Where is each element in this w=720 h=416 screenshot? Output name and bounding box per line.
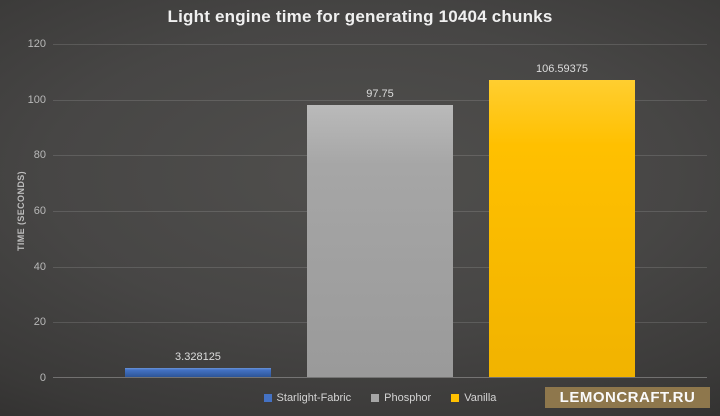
- bar-phosphor: [307, 104, 453, 377]
- y-tick-label-40: 40: [33, 260, 46, 273]
- plot-area: 3.328125 97.75 106.59375: [53, 44, 707, 378]
- legend-label: Starlight-Fabric: [276, 392, 352, 404]
- bar-value-label-starlight-fabric: 3.328125: [175, 350, 221, 363]
- gridline-100: [53, 99, 707, 101]
- y-tick-label-80: 80: [33, 149, 46, 162]
- bar-value-label-vanilla: 106.59375: [536, 63, 588, 76]
- y-tick-label-100: 100: [27, 93, 46, 106]
- legend-item-starlight-fabric: Starlight-Fabric: [263, 392, 352, 404]
- legend-swatch-icon: [451, 394, 460, 402]
- y-tick-label-60: 60: [33, 205, 46, 217]
- y-tick-label-20: 20: [33, 316, 46, 329]
- bar-vanilla: [489, 80, 635, 377]
- y-tick-label-0: 0: [39, 372, 46, 384]
- bar-value-label-phosphor: 97.75: [366, 87, 394, 100]
- legend: Starlight-Fabric Phosphor Vanilla: [53, 390, 707, 406]
- legend-item-phosphor: Phosphor: [371, 392, 431, 404]
- chart-title: Light engine time for generating 10404 c…: [167, 7, 553, 26]
- bar-starlight-fabric: [125, 367, 271, 377]
- legend-swatch-icon: [371, 394, 380, 402]
- gridline-120: [53, 44, 707, 45]
- legend-label: Phosphor: [384, 392, 432, 404]
- legend-label: Vanilla: [464, 392, 497, 404]
- legend-item-vanilla: Vanilla: [451, 392, 496, 404]
- watermark-badge: LEMONCRAFT.RU: [545, 387, 710, 408]
- legend-swatch-icon: [263, 394, 272, 402]
- y-tick-label-120: 120: [27, 38, 46, 50]
